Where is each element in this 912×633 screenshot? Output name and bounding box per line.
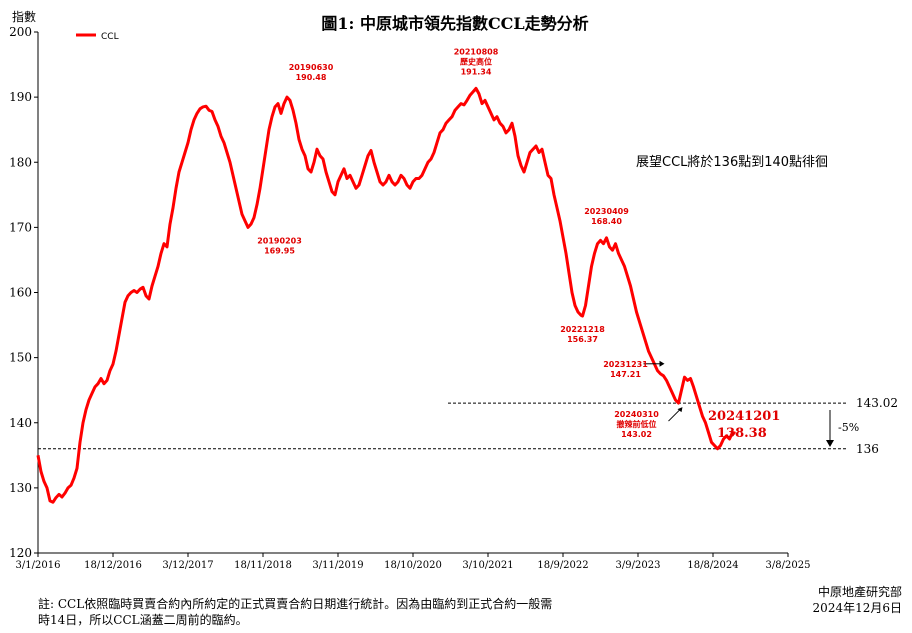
annotation-label: 168.40: [591, 217, 622, 226]
x-tick-label: 3/12/2017: [162, 560, 213, 571]
x-tick-label: 3/11/2019: [312, 560, 363, 571]
y-tick-label: 140: [9, 416, 32, 430]
y-tick-label: 130: [9, 481, 32, 495]
y-tick-label: 120: [9, 546, 32, 560]
annotation-label: 191.34: [461, 67, 492, 76]
change-indicator: -5%: [826, 410, 859, 447]
annotation-label: 147.21: [610, 370, 641, 379]
legend: CCL: [76, 32, 119, 42]
change-label: -5%: [838, 421, 859, 434]
reference-line-label: 143.02: [856, 396, 898, 410]
latest-date-label: 20241201: [708, 409, 780, 424]
annotation-label: 143.02: [621, 430, 652, 439]
source-date: 2024年12月6日: [812, 601, 902, 615]
legend-label: CCL: [101, 32, 119, 42]
annotation-label: 20231231: [603, 360, 648, 369]
series-line-ccl: [36, 86, 736, 504]
latest-value-label: 138.38: [717, 426, 767, 441]
forecast-text: 展望CCL將於136點到140點徘徊: [636, 154, 828, 170]
y-tick-label: 190: [9, 90, 32, 104]
annotation-label: 190.48: [296, 73, 327, 82]
x-tick-label: 3/9/2023: [616, 560, 661, 571]
annotation-label: 20210808: [454, 47, 499, 56]
annotation-label: 169.95: [264, 247, 295, 256]
annotation-arrow: [668, 408, 681, 422]
x-tick-label: 18/11/2018: [234, 560, 292, 571]
annotation-label: 20230409: [584, 207, 629, 216]
x-tick-label: 18/12/2016: [84, 560, 142, 571]
x-tick-label: 18/8/2024: [687, 560, 738, 571]
y-axis-label: 指數: [12, 9, 36, 24]
y-tick-label: 170: [9, 220, 32, 234]
x-tick-label: 18/10/2020: [384, 560, 442, 571]
x-tick-label: 3/10/2021: [462, 560, 513, 571]
change-arrow-head: [826, 440, 834, 447]
y-tick-label: 160: [9, 286, 32, 300]
y-tick-label: 180: [9, 155, 32, 169]
annotation-arrow-head: [677, 407, 683, 413]
annotation-label: 20190203: [257, 237, 302, 246]
annotation-label: 20221218: [560, 325, 605, 334]
chart-title: 圖1: 中原城市領先指數CCL走勢分析: [321, 14, 588, 33]
x-tick-label: 3/8/2025: [766, 560, 811, 571]
y-tick-label: 150: [9, 351, 32, 365]
reference-line-label: 136: [856, 442, 879, 456]
annotation-label: 156.37: [567, 335, 598, 344]
source-org: 中原地產研究部: [817, 585, 902, 599]
y-tick-label: 200: [9, 25, 32, 39]
annotation-label: 20190630: [289, 63, 334, 72]
x-tick-label: 3/1/2016: [16, 560, 61, 571]
annotation-arrow-head: [659, 360, 665, 367]
footnote-line2: 時14日，所以CCL涵蓋二周前的臨約。: [38, 613, 248, 627]
x-tick-label: 18/9/2022: [537, 560, 588, 571]
latest-callout: 20241201 138.38: [708, 409, 780, 441]
annotation-label: 20240310: [614, 410, 659, 419]
footnote-line1: 註: CCL依照臨時買賣合約內所約定的正式買賣合約日期進行統計。因為由臨約到正式…: [38, 597, 553, 611]
annotation-label: 歷史高位: [460, 56, 492, 66]
annotation-label: 撤辣前低位: [617, 419, 657, 429]
